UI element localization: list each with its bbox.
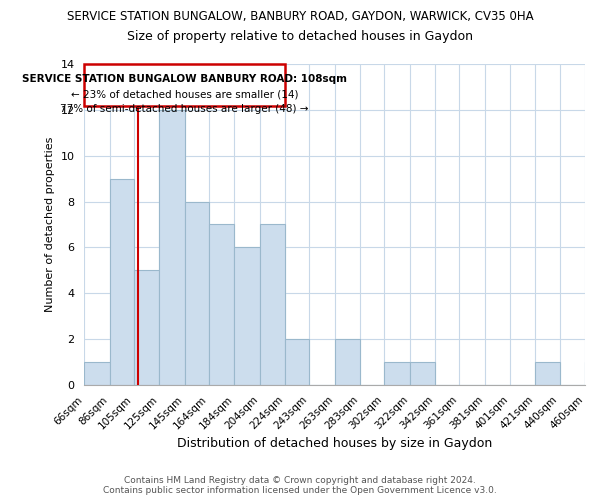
Bar	[159, 110, 185, 385]
Text: Size of property relative to detached houses in Gaydon: Size of property relative to detached ho…	[127, 30, 473, 43]
Bar	[260, 224, 285, 385]
Bar	[335, 339, 360, 385]
Text: SERVICE STATION BUNGALOW, BANBURY ROAD, GAYDON, WARWICK, CV35 0HA: SERVICE STATION BUNGALOW, BANBURY ROAD, …	[67, 10, 533, 23]
Text: 77% of semi-detached houses are larger (48) →: 77% of semi-detached houses are larger (…	[61, 104, 309, 114]
Bar	[384, 362, 410, 385]
Bar	[234, 248, 260, 385]
Bar	[535, 362, 560, 385]
Bar	[185, 202, 209, 385]
Text: SERVICE STATION BUNGALOW BANBURY ROAD: 108sqm: SERVICE STATION BUNGALOW BANBURY ROAD: 1…	[22, 74, 347, 85]
Bar	[84, 64, 285, 106]
X-axis label: Distribution of detached houses by size in Gaydon: Distribution of detached houses by size …	[177, 437, 492, 450]
Y-axis label: Number of detached properties: Number of detached properties	[45, 136, 55, 312]
Bar	[285, 339, 309, 385]
Bar	[134, 270, 159, 385]
Bar	[110, 178, 134, 385]
Bar	[410, 362, 435, 385]
Bar	[209, 224, 234, 385]
Text: ← 23% of detached houses are smaller (14): ← 23% of detached houses are smaller (14…	[71, 89, 298, 99]
Text: Contains HM Land Registry data © Crown copyright and database right 2024.
Contai: Contains HM Land Registry data © Crown c…	[103, 476, 497, 495]
Bar	[585, 362, 600, 385]
Bar	[84, 362, 110, 385]
